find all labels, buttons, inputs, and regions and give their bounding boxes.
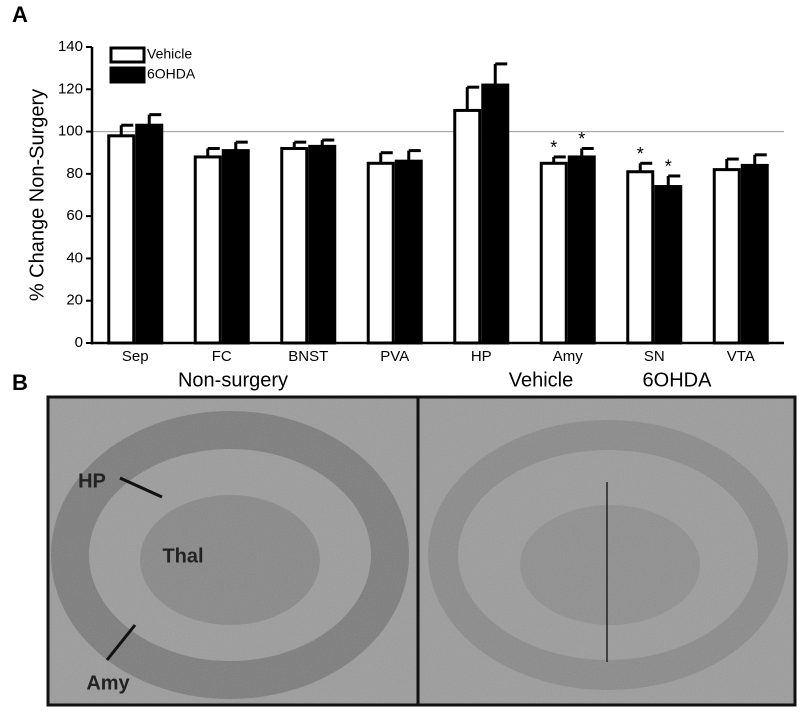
x-tick-label: Sep — [122, 348, 149, 365]
y-tick-label: 80 — [66, 165, 83, 182]
x-tick-label: VTA — [727, 348, 755, 365]
significance-mark: * — [665, 157, 672, 177]
bar — [280, 146, 309, 345]
x-tick-label: HP — [471, 348, 492, 365]
y-axis-label: % Change Non-Surgery — [26, 89, 48, 301]
bar — [366, 161, 395, 345]
bar — [654, 185, 683, 345]
bar — [567, 155, 596, 345]
bar — [107, 134, 136, 345]
y-tick-label: 120 — [58, 80, 83, 97]
x-tick-label: PVA — [380, 348, 409, 365]
x-tick-label: SN — [644, 348, 665, 365]
y-tick-label: 60 — [66, 207, 83, 224]
bar — [221, 149, 250, 345]
region-label: Amy — [86, 672, 130, 694]
bar — [481, 83, 510, 345]
image-title: 6OHDA — [643, 369, 713, 391]
region-label: Thal — [162, 545, 203, 567]
legend-swatch — [109, 66, 146, 84]
x-tick-label: BNST — [288, 348, 328, 365]
panel-label: A — [12, 2, 28, 27]
image-title: Non-surgery — [178, 369, 288, 391]
bar — [193, 155, 222, 345]
image-title: Vehicle — [509, 369, 574, 391]
bar — [308, 144, 337, 345]
y-tick-label: 140 — [58, 38, 83, 55]
brain-images — [46, 395, 797, 707]
bar — [453, 108, 482, 345]
bar — [740, 163, 769, 345]
significance-mark: * — [578, 129, 585, 149]
pointer-line — [119, 476, 163, 499]
y-tick-label: 40 — [66, 249, 83, 266]
bar — [135, 123, 164, 345]
bar — [394, 159, 423, 345]
legend-label: Vehicle — [147, 46, 192, 62]
significance-mark: * — [637, 144, 644, 164]
significance-mark: * — [550, 138, 557, 158]
x-tick-label: FC — [212, 348, 232, 365]
panel-label: B — [12, 370, 28, 395]
bar — [712, 168, 741, 345]
y-tick-label: 20 — [66, 292, 83, 309]
region-label: HP — [78, 470, 106, 492]
bar — [626, 170, 655, 345]
y-tick-label: 100 — [58, 123, 83, 140]
legend-label: 6OHDA — [147, 66, 196, 82]
y-tick-label: 0 — [75, 334, 83, 351]
image-frame — [416, 395, 797, 707]
legend-swatch — [109, 46, 146, 64]
pointer-line — [105, 624, 137, 661]
bar — [539, 161, 568, 345]
image-noise — [48, 397, 795, 705]
x-tick-label: Amy — [553, 348, 584, 365]
